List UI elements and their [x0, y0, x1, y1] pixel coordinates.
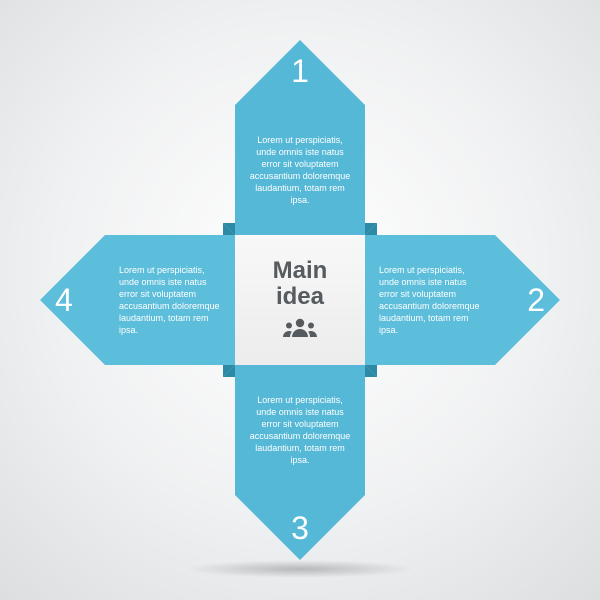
- arrow-bottom-body: Lorem ut perspiciatis, unde omnis iste n…: [235, 365, 365, 495]
- arrow-top: 1 Lorem ut perspiciatis, unde omnis iste…: [235, 105, 365, 235]
- arrow-left-fold-top: [223, 223, 235, 235]
- arrow-top-text: Lorem ut perspiciatis, unde omnis iste n…: [249, 134, 351, 207]
- arrow-left-body: Lorem ut perspiciatis, unde omnis iste n…: [105, 235, 235, 365]
- arrow-left-fold-bottom: [223, 365, 235, 377]
- arrow-bottom-fold-right: [365, 365, 377, 377]
- drop-shadow: [185, 560, 415, 578]
- infographic-stage: 1 Lorem ut perspiciatis, unde omnis iste…: [0, 0, 600, 600]
- arrow-right-number: 2: [527, 235, 545, 365]
- arrow-bottom: 3 Lorem ut perspiciatis, unde omnis iste…: [235, 365, 365, 495]
- arrow-right: 2 Lorem ut perspiciatis, unde omnis iste…: [365, 235, 495, 365]
- arrow-right-text: Lorem ut perspiciatis, unde omnis iste n…: [379, 264, 481, 337]
- arrow-right-body: Lorem ut perspiciatis, unde omnis iste n…: [365, 235, 495, 365]
- people-group-icon: [281, 317, 319, 342]
- center-title-line2: idea: [276, 283, 324, 310]
- center-box: Main idea: [235, 235, 365, 365]
- arrow-bottom-text: Lorem ut perspiciatis, unde omnis iste n…: [249, 394, 351, 467]
- arrow-left: 4 Lorem ut perspiciatis, unde omnis iste…: [105, 235, 235, 365]
- arrow-left-text: Lorem ut perspiciatis, unde omnis iste n…: [119, 264, 221, 337]
- arrow-left-number: 4: [55, 235, 73, 365]
- center-title: Main idea: [273, 258, 328, 308]
- arrow-right-fold-top: [365, 223, 377, 235]
- arrow-top-body: Lorem ut perspiciatis, unde omnis iste n…: [235, 105, 365, 235]
- center-title-line1: Main: [273, 257, 328, 284]
- arrow-top-number: 1: [235, 53, 365, 90]
- arrow-bottom-number: 3: [235, 510, 365, 547]
